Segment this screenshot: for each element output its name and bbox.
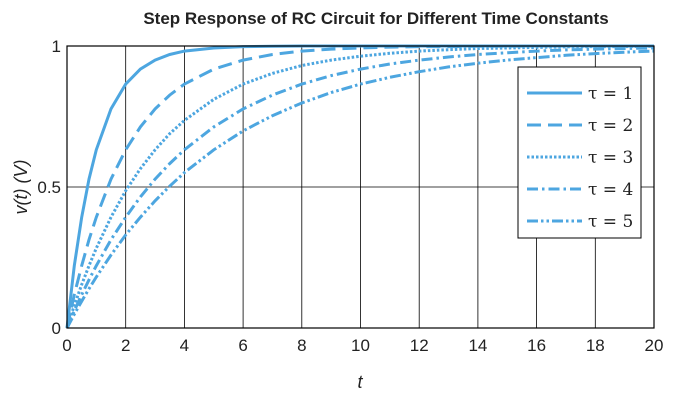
- legend-label-4: τ = 4: [588, 180, 633, 200]
- x-tick-label: 18: [586, 336, 605, 355]
- legend-label-5: τ = 5: [588, 212, 633, 232]
- x-tick-label: 8: [297, 336, 306, 355]
- y-axis-label: v(t) (V): [11, 160, 31, 215]
- y-tick-label: 1: [52, 37, 61, 56]
- x-tick-label: 20: [645, 336, 664, 355]
- legend-label-1: τ = 1: [588, 84, 633, 104]
- x-tick-label: 4: [180, 336, 189, 355]
- x-tick-labels: 0 2 4 6 8 10 12 14 16 18 20: [62, 336, 663, 355]
- series-line-5: [65, 49, 655, 329]
- plot-frame: [66, 45, 655, 329]
- chart-title: Step Response of RC Circuit for Differen…: [143, 9, 608, 28]
- y-tick-labels: 00.51: [37, 37, 61, 338]
- series-line-2: [65, 44, 654, 329]
- legend-label-2: τ = 2: [588, 116, 633, 136]
- x-axis-label: t: [357, 372, 363, 392]
- legend-label-3: τ = 3: [588, 148, 633, 168]
- x-tick-label: 2: [121, 336, 130, 355]
- x-tick-label: 12: [410, 336, 429, 355]
- x-tick-label: 14: [468, 336, 487, 355]
- y-tick-label: 0: [52, 319, 61, 338]
- series-line-3: [65, 44, 655, 329]
- y-tick-label: 0.5: [37, 178, 61, 197]
- x-tick-label: 10: [351, 336, 370, 355]
- x-tick-label: 16: [527, 336, 546, 355]
- x-tick-label: 6: [238, 336, 247, 355]
- legend-box: [517, 66, 642, 239]
- legend: τ = 1 τ = 2 τ = 3 τ = 4 τ = 5: [517, 66, 642, 239]
- x-tick-label: 0: [62, 336, 71, 355]
